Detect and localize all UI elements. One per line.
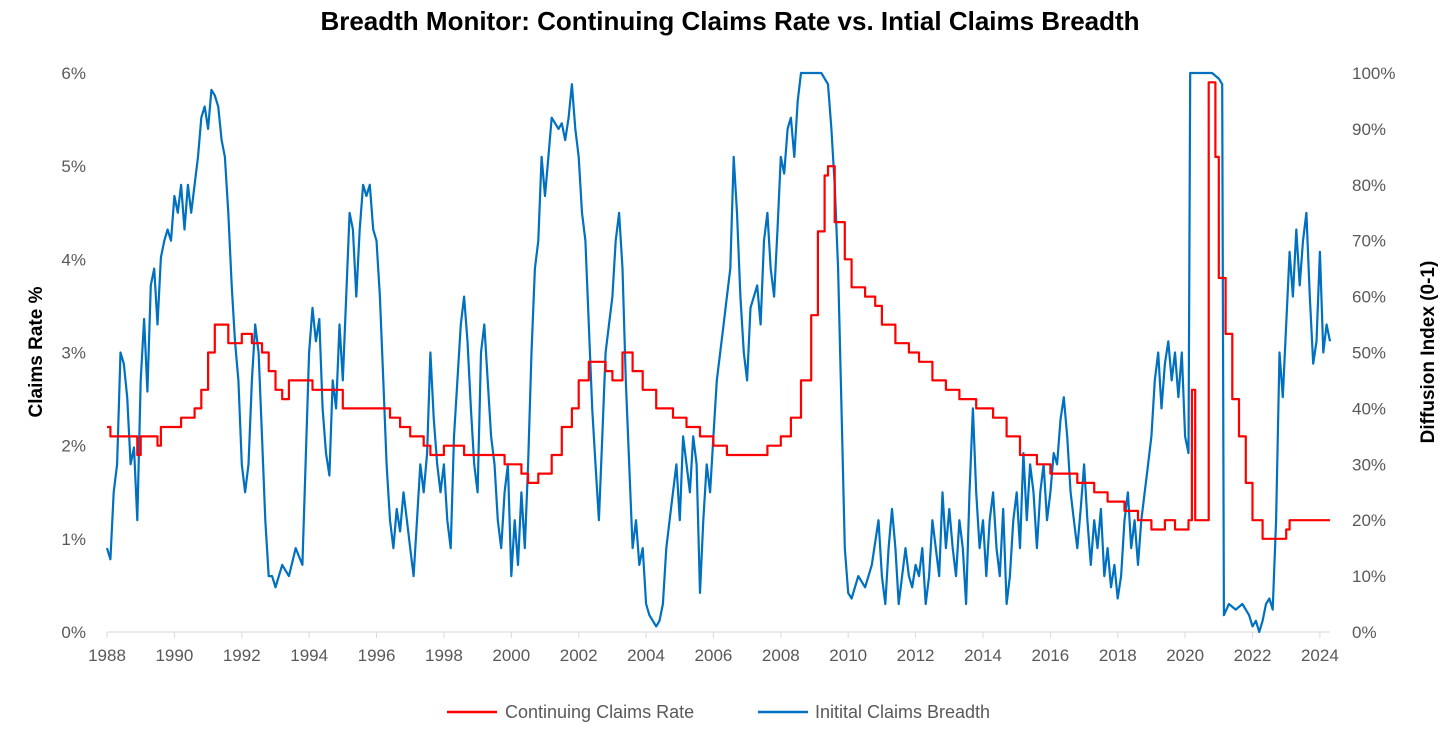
y-axis-title: Claims Rate %: [26, 286, 47, 417]
y2-tick-label: 80%: [1352, 176, 1386, 195]
y-tick-label: 5%: [61, 157, 86, 176]
y-tick-label: 0%: [61, 623, 86, 642]
x-tick-label: 1990: [155, 646, 193, 665]
legend-label-continuing-claims: Continuing Claims Rate: [505, 702, 694, 722]
x-axis: 1988 1990 1992 1994 1996 1998 2000 2002 2004 2006…: [88, 631, 1339, 665]
legend-label-initial-claims: Initital Claims Breadth: [815, 702, 990, 722]
x-tick-label: 2010: [829, 646, 867, 665]
y-tick-label: 4%: [61, 250, 86, 269]
y2-tick-label: 10%: [1352, 567, 1386, 586]
y-tick-label: 6%: [61, 64, 86, 83]
x-tick-label: 1988: [88, 646, 126, 665]
y2-tick-label: 90%: [1352, 120, 1386, 139]
x-tick-label: 1998: [425, 646, 463, 665]
legend: Continuing Claims Rate Initital Claims B…: [447, 702, 990, 722]
x-tick-label: 2006: [695, 646, 733, 665]
y2-tick-label: 30%: [1352, 455, 1386, 474]
x-tick-label: 2018: [1099, 646, 1137, 665]
x-tick-label: 2016: [1031, 646, 1069, 665]
x-tick-label: 1994: [290, 646, 328, 665]
y2-tick-label: 0%: [1352, 623, 1377, 642]
chart-title: Breadth Monitor: Continuing Claims Rate …: [320, 6, 1139, 36]
series-line-initial-claims: [105, 71, 1332, 634]
y2-tick-label: 50%: [1352, 344, 1386, 363]
left-axis: 0% 1% 2% 3% 4% 5% 6%: [61, 64, 86, 642]
y-tick-label: 3%: [61, 344, 86, 363]
x-tick-label: 2012: [897, 646, 935, 665]
x-tick-label: 2020: [1166, 646, 1204, 665]
x-tick-label: 2000: [492, 646, 530, 665]
y2-tick-label: 40%: [1352, 399, 1386, 418]
y2-axis-title: Diffusion Index (0-1): [1418, 261, 1439, 444]
x-tick-label: 2004: [627, 646, 665, 665]
right-axis: 0% 10% 20% 30% 40% 50% 60% 70% 80% 90% 100%: [1352, 64, 1395, 642]
x-tick-label: 2002: [560, 646, 598, 665]
series-group: [105, 71, 1332, 634]
y-tick-label: 2%: [61, 437, 86, 456]
y-tick-label: 1%: [61, 530, 86, 549]
x-tick-label: 1992: [223, 646, 261, 665]
series-line-continuing-claims: [107, 81, 1330, 540]
x-tick-label: 2014: [964, 646, 1002, 665]
y2-tick-label: 60%: [1352, 288, 1386, 307]
x-tick-label: 1996: [358, 646, 396, 665]
x-tick-label: 2022: [1234, 646, 1272, 665]
y2-tick-label: 70%: [1352, 232, 1386, 251]
x-tick-label: 2008: [762, 646, 800, 665]
y2-tick-label: 100%: [1352, 64, 1395, 83]
y2-tick-label: 20%: [1352, 511, 1386, 530]
x-tick-label: 2024: [1301, 646, 1339, 665]
